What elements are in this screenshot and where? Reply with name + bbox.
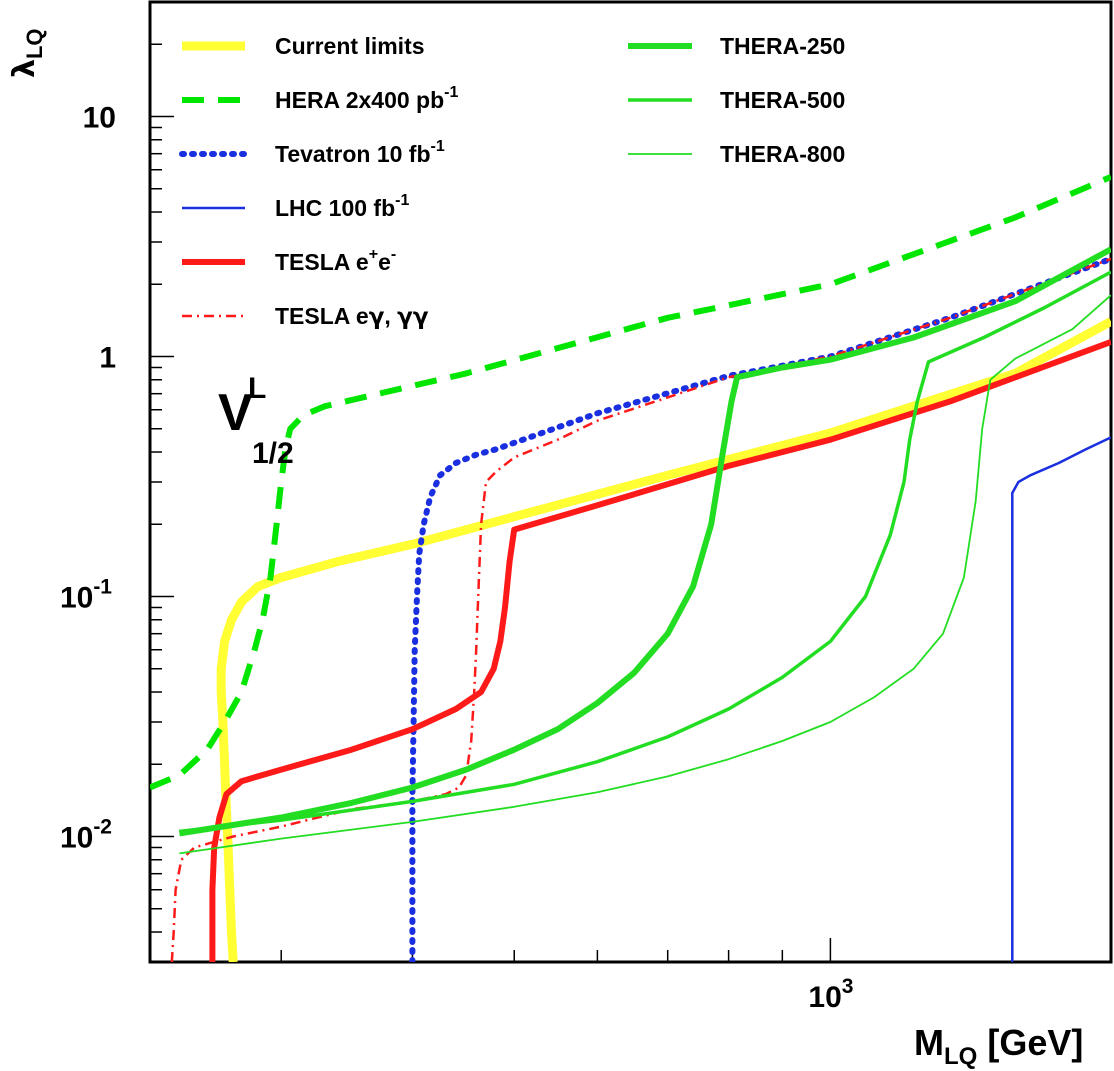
legend-label: LHC 100 fb-1 (275, 192, 409, 221)
legend-label: THERA-800 (720, 141, 845, 167)
x-tick-label-exp: 3 (842, 975, 854, 998)
legend-label-part: TESLA e (275, 249, 369, 275)
legend-label-part: + (369, 246, 378, 263)
legend-label-part: -1 (431, 138, 445, 155)
x-axis-title: MLQ [GeV] (914, 1022, 1083, 1070)
y-axis-title-main: λ (7, 59, 42, 78)
y-tick-label-base: 1 (99, 342, 116, 375)
legend-label-part: THERA-500 (720, 87, 845, 113)
y-tick-label: 10 (83, 102, 116, 135)
legend-label: Current limits (275, 33, 425, 59)
y-tick-label: 10-2 (60, 816, 112, 855)
x-tick-label: 103 (808, 975, 853, 1014)
x-axis-title-unit: [GeV] (987, 1022, 1083, 1063)
svg-text:MLQ[GeV]: MLQ [GeV] (914, 1022, 1083, 1070)
legend-label-part: HERA 2x400 pb (275, 87, 444, 113)
y-tick-label-base: 10 (83, 102, 116, 135)
legend-label-part: THERA-800 (720, 141, 845, 167)
legend-label-part: TESLA e (275, 303, 369, 329)
legend-label: HERA 2x400 pb-1 (275, 84, 458, 113)
annotation-sub: 1/2 (252, 437, 294, 470)
y-axis-title-sub: LQ (22, 28, 47, 59)
legend-label: TESLA eγ, γγ (275, 303, 429, 330)
legend-label-part: Current limits (275, 33, 425, 59)
legend-label-part: -1 (444, 84, 458, 101)
legend-label-part: , (384, 303, 397, 329)
y-tick-label: 1 (99, 342, 116, 375)
legend-label-part: THERA-250 (720, 33, 845, 59)
legend-label-part: -1 (395, 192, 409, 209)
legend-label: Tevatron 10 fb-1 (275, 138, 445, 167)
legend-label-part: Tevatron 10 fb (275, 141, 431, 167)
y-tick-label-exp: -1 (93, 576, 112, 599)
legend-label-part: e (378, 249, 391, 275)
legend-label-part: LHC 100 fb (275, 195, 395, 221)
y-tick-label-base: 10 (60, 822, 93, 855)
y-tick-label-base: 10 (60, 582, 93, 615)
legend-label-part: - (391, 246, 396, 263)
svg-text:λLQ: λLQ (7, 28, 47, 78)
legend-label-part: γγ (397, 304, 429, 330)
annotation-sup: L (248, 372, 266, 405)
y-tick-label-exp: -2 (93, 816, 112, 839)
legend-label: THERA-250 (720, 33, 845, 59)
x-tick-label-base: 10 (808, 981, 841, 1014)
x-axis-title-sub: LQ (944, 1043, 977, 1070)
legend-label-part: γ (369, 304, 385, 330)
x-axis-title-main: M (914, 1022, 944, 1063)
y-axis-title: λLQ (7, 28, 47, 78)
legend-label: THERA-500 (720, 87, 845, 113)
legend-label: TESLA e+e- (275, 246, 396, 275)
y-tick-label: 10-1 (60, 576, 112, 615)
